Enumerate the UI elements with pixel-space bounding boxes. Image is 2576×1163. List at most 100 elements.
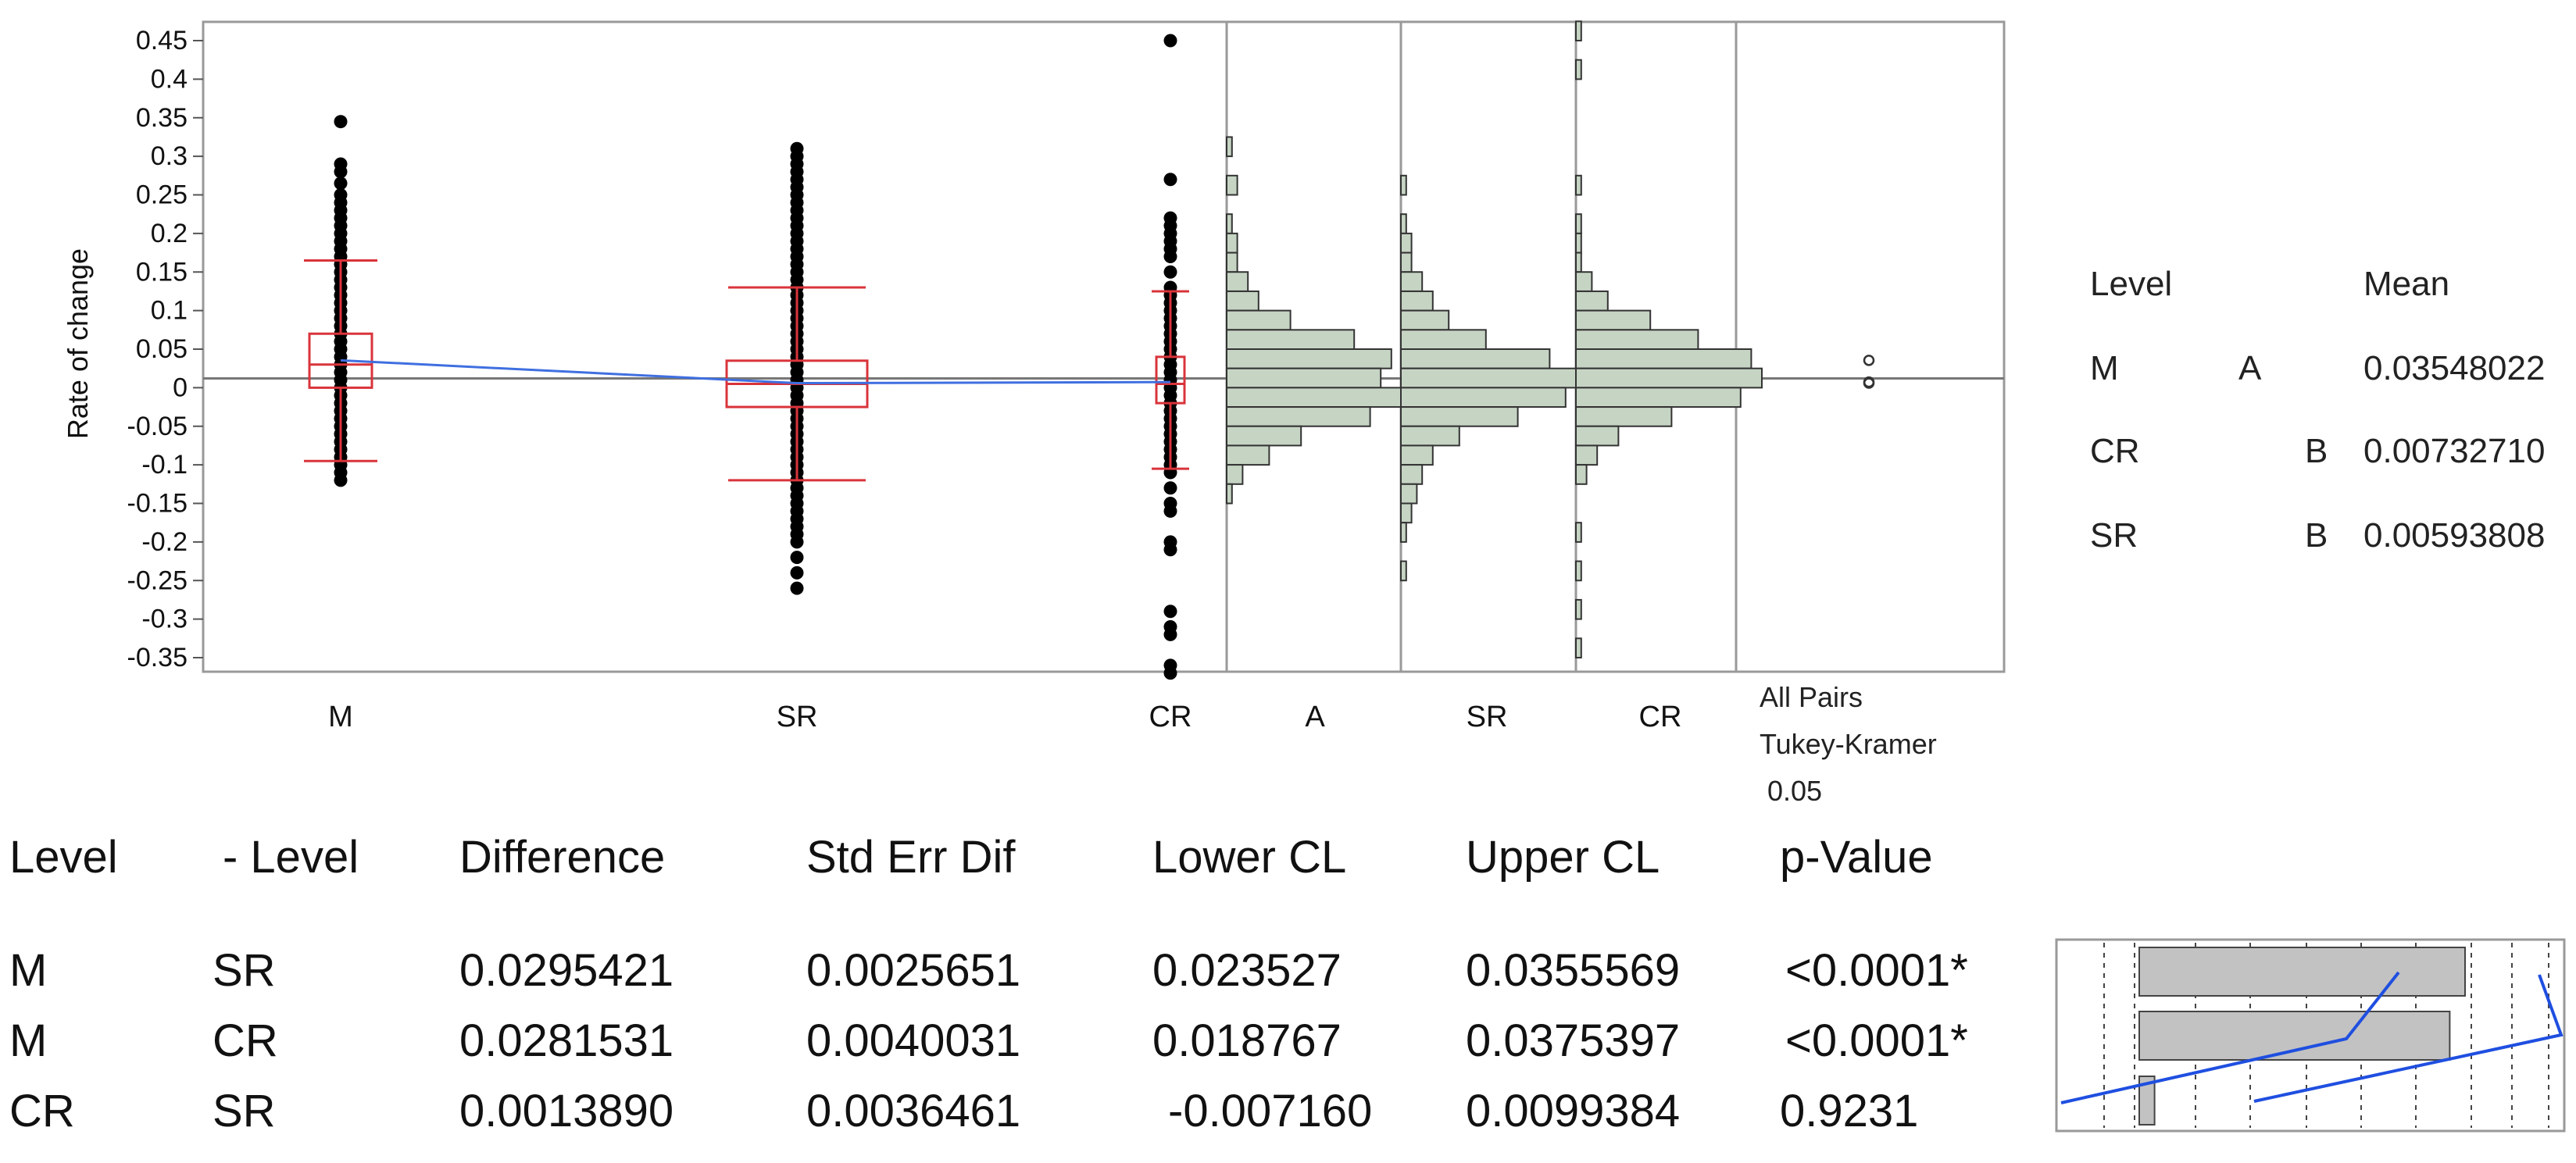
diff-row-1-lower-cl: 0.023527 bbox=[1152, 945, 1342, 996]
diff-row-3-std-err: 0.0036461 bbox=[806, 1086, 1020, 1136]
diff-row-2-lower-cl: 0.018767 bbox=[1152, 1015, 1342, 1066]
diff-header-upper-cl: Upper CL bbox=[1466, 832, 1660, 883]
diff-bar-1 bbox=[2138, 1011, 2451, 1061]
point-cr-0 bbox=[1163, 34, 1177, 48]
hist-bar-a-1 bbox=[1226, 174, 1238, 196]
y-tick-label-9: 0 bbox=[173, 373, 188, 402]
point-m-41 bbox=[334, 473, 348, 487]
hist-bar-cr-1 bbox=[1575, 59, 1582, 80]
hist-bar-sr-6 bbox=[1400, 309, 1450, 331]
hist-bar-sr-11 bbox=[1400, 406, 1519, 427]
diff-row-3-lower-cl: -0.007160 bbox=[1168, 1086, 1372, 1136]
diff-row-2-difference: 0.0281531 bbox=[459, 1015, 673, 1066]
hist-bar-a-13 bbox=[1226, 425, 1302, 447]
hist-bar-sr-15 bbox=[1400, 483, 1418, 505]
diff-row-1-std-err: 0.0025651 bbox=[806, 945, 1020, 996]
group-label-cr: CR bbox=[1149, 701, 1192, 733]
y-tick-label-10: -0.05 bbox=[127, 412, 188, 441]
hist-bar-cr-5 bbox=[1575, 252, 1582, 273]
y-tick-label-14: -0.25 bbox=[127, 565, 188, 595]
hist-bar-sr-3 bbox=[1400, 252, 1413, 273]
y-tick-label-0: 0.45 bbox=[136, 26, 188, 55]
mean-row-3-mean: 0.00593808 bbox=[2363, 516, 2545, 555]
mean-row-2-level: CR bbox=[2090, 432, 2140, 470]
point-m-3 bbox=[334, 177, 348, 191]
point-cr-39 bbox=[1163, 605, 1177, 619]
hist-bar-sr-12 bbox=[1400, 425, 1460, 447]
hist-bar-a-9 bbox=[1226, 348, 1392, 369]
mean-row-2-letter-b: B bbox=[2305, 432, 2328, 470]
hist-bar-sr-7 bbox=[1400, 329, 1487, 350]
y-tick-label-13: -0.2 bbox=[141, 527, 188, 557]
hist-bar-cr-13 bbox=[1575, 406, 1673, 427]
hist-bar-sr-14 bbox=[1400, 464, 1424, 485]
hist-bar-sr-10 bbox=[1400, 387, 1567, 408]
y-tick-label-5: 0.2 bbox=[151, 219, 188, 248]
diff-row-1-level: M bbox=[9, 945, 47, 996]
hist-bar-cr-4 bbox=[1575, 232, 1582, 254]
mean-table-header-level: Level bbox=[2090, 265, 2172, 303]
histograms bbox=[1226, 20, 1763, 658]
diff-row-1-upper-cl: 0.0355569 bbox=[1466, 945, 1680, 996]
hist-bar-sr-2 bbox=[1400, 232, 1413, 254]
diff-row-2-level: M bbox=[9, 1015, 47, 1066]
hist-bar-cr-9 bbox=[1575, 329, 1699, 350]
y-axis-label: Rate of change bbox=[62, 248, 94, 439]
y-tick-label-8: 0.05 bbox=[136, 334, 188, 364]
hist-bar-cr-12 bbox=[1575, 387, 1742, 408]
comparison-label-method: Tukey-Kramer bbox=[1760, 728, 1937, 760]
point-cr-8 bbox=[1163, 265, 1177, 279]
y-tick-label-16: -0.35 bbox=[127, 643, 188, 672]
hist-bar-cr-15 bbox=[1575, 444, 1599, 466]
y-tick-label-2: 0.35 bbox=[136, 103, 188, 133]
diff-bar-2 bbox=[2138, 1076, 2156, 1126]
y-tick-label-11: -0.1 bbox=[141, 450, 188, 480]
diff-header-lower-cl: Lower CL bbox=[1152, 832, 1346, 883]
hist-bar-a-5 bbox=[1226, 271, 1249, 292]
diff-row-3-upper-cl: 0.0099384 bbox=[1466, 1086, 1680, 1136]
diff-row-3-level: CR bbox=[9, 1086, 75, 1136]
hist-bar-a-4 bbox=[1226, 252, 1238, 273]
ci-line-2 bbox=[2253, 974, 2563, 1103]
mean-row-2-mean: 0.00732710 bbox=[2363, 432, 2545, 470]
y-tick-label-4: 0.25 bbox=[136, 180, 188, 210]
hist-bar-cr-2 bbox=[1575, 174, 1582, 196]
hist-bar-a-15 bbox=[1226, 464, 1244, 485]
point-sr-52 bbox=[790, 551, 804, 565]
hist-bar-cr-3 bbox=[1575, 213, 1582, 234]
diff-row-3-p-value: 0.9231 bbox=[1780, 1086, 1918, 1136]
hist-bar-a-12 bbox=[1226, 406, 1371, 427]
hist-bar-cr-19 bbox=[1575, 598, 1582, 620]
diff-row-2-std-err: 0.0040031 bbox=[806, 1015, 1020, 1066]
hist-label-sr: SR bbox=[1467, 701, 1508, 733]
mean-row-3-level: SR bbox=[2090, 516, 2138, 555]
hist-bar-a-6 bbox=[1226, 290, 1259, 312]
mean-connect-polyline bbox=[340, 359, 1171, 385]
diff-bar-0 bbox=[2138, 947, 2466, 997]
hist-label-a: A bbox=[1305, 701, 1325, 733]
point-cr-38 bbox=[1163, 543, 1177, 557]
y-tick-label-7: 0.1 bbox=[151, 296, 188, 326]
diff-header-std-err: Std Err Dif bbox=[806, 832, 1016, 883]
diff-row-1-minus-level: SR bbox=[213, 945, 276, 996]
point-sr-54 bbox=[790, 581, 804, 595]
box-plots bbox=[304, 259, 1189, 482]
hist-bar-sr-18 bbox=[1400, 560, 1407, 582]
hist-bar-cr-14 bbox=[1575, 425, 1620, 447]
diff-row-2-p-value: <0.0001* bbox=[1785, 1015, 1968, 1066]
point-cr-43 bbox=[1163, 666, 1177, 680]
hist-bar-a-7 bbox=[1226, 309, 1292, 331]
hist-bar-sr-17 bbox=[1400, 522, 1407, 543]
diff-row-2-upper-cl: 0.0375397 bbox=[1466, 1015, 1680, 1066]
hist-bar-cr-20 bbox=[1575, 637, 1582, 658]
hist-bar-a-16 bbox=[1226, 483, 1233, 505]
group-label-sr: SR bbox=[777, 701, 818, 733]
hist-bar-a-2 bbox=[1226, 213, 1233, 234]
comparison-label-all-pairs: All Pairs bbox=[1760, 681, 1863, 713]
mean-row-1-mean: 0.03548022 bbox=[2363, 349, 2545, 387]
diff-row-1-p-value: <0.0001* bbox=[1785, 945, 1968, 996]
comparison-label-alpha: 0.05 bbox=[1767, 775, 1822, 807]
diff-header-level: Level bbox=[9, 832, 118, 883]
hist-bar-cr-18 bbox=[1575, 560, 1582, 582]
